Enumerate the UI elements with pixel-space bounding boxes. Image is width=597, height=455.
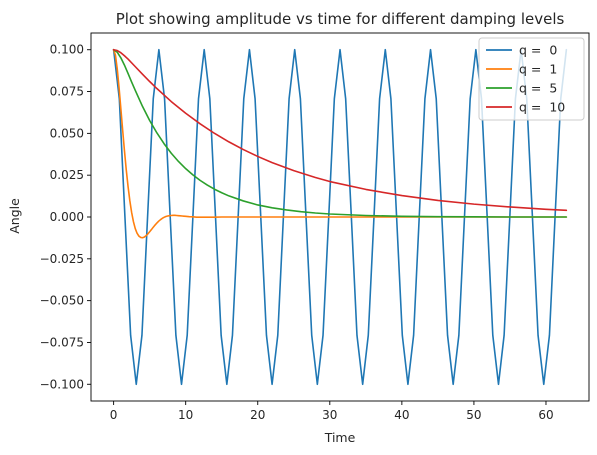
legend-box	[478, 37, 585, 121]
x-tick-label: 20	[250, 408, 265, 422]
y-tick-label: −0.025	[40, 252, 84, 266]
y-tick-label: 0.075	[50, 85, 84, 99]
y-tick-label: −0.100	[40, 377, 84, 391]
x-tick-label: 10	[178, 408, 193, 422]
y-tick-label: −0.075	[40, 335, 84, 349]
x-tick-label: 60	[538, 408, 553, 422]
x-axis-title: Time	[324, 430, 356, 445]
series-line-1	[112, 48, 568, 239]
x-tick-label: 0	[110, 408, 118, 422]
plot-area: 0 10 20 30 40 50 60 −0.100 −0.075 −0.050 −0.025 0.0…	[40, 32, 590, 422]
series-line-0	[112, 48, 568, 386]
x-tick-label: 30	[322, 408, 337, 422]
x-tick-label: 40	[394, 408, 409, 422]
series-line-2	[112, 48, 568, 218]
y-tick-label: −0.050	[40, 294, 84, 308]
legend-entry-2: q = 5	[519, 81, 557, 96]
legend-entry-1: q = 1	[519, 62, 557, 77]
y-tick-label: 0.025	[50, 168, 84, 182]
x-tick-label: 50	[466, 408, 481, 422]
legend: q = 0 q = 1 q = 5 q = 10	[478, 37, 585, 121]
legend-entry-3: q = 10	[519, 100, 565, 115]
y-axis-title: Angle	[7, 198, 22, 234]
y-tick-label: 0.000	[50, 210, 84, 224]
legend-entry-0: q = 0	[519, 43, 557, 58]
series-line-3	[112, 48, 568, 212]
y-tick-label: 0.100	[50, 43, 84, 57]
chart-title: Plot showing amplitude vs time for diffe…	[116, 10, 565, 28]
y-tick-label: 0.050	[50, 126, 84, 140]
